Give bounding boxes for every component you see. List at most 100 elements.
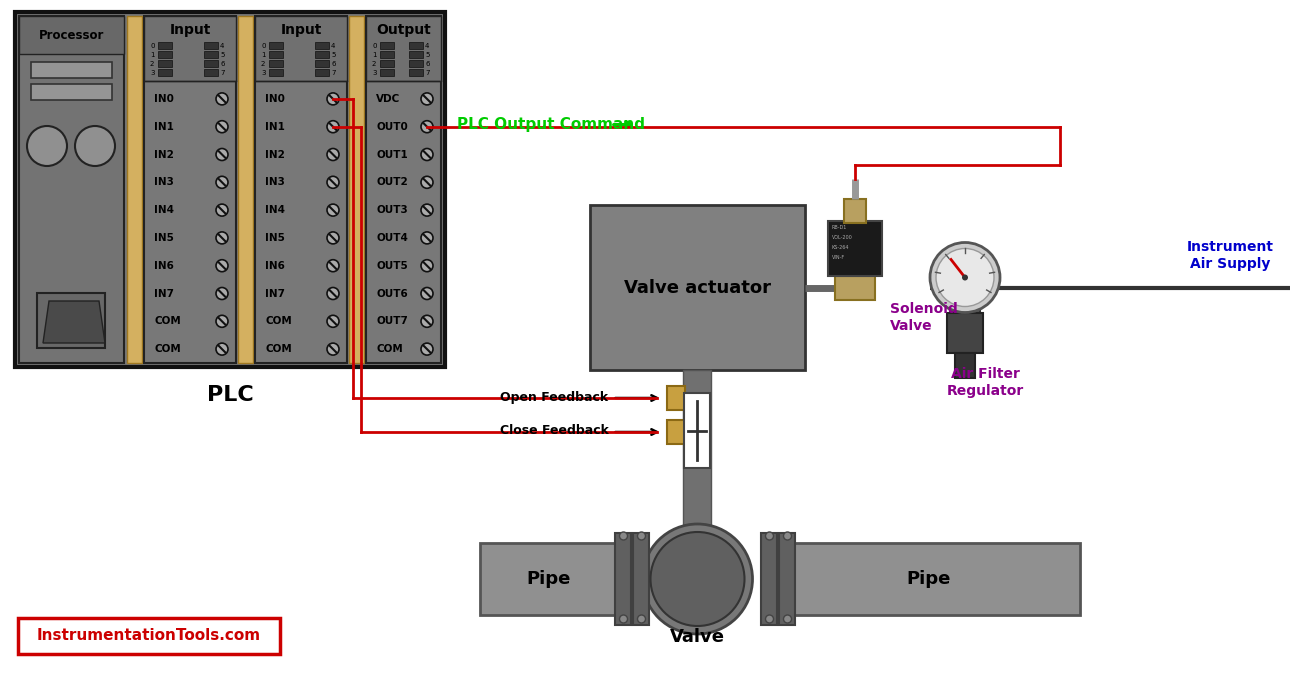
Text: PLC: PLC (206, 385, 253, 405)
Bar (380, 69, 394, 76)
Bar (127, 16, 142, 363)
Text: 7: 7 (221, 70, 224, 76)
Circle shape (328, 315, 339, 327)
Text: OUT6: OUT6 (376, 288, 407, 299)
Text: COM: COM (376, 344, 403, 354)
Text: Solenoid
Valve: Solenoid Valve (890, 303, 958, 332)
Text: 6: 6 (221, 61, 224, 67)
Circle shape (422, 176, 433, 189)
Circle shape (328, 120, 339, 133)
Text: OUT1: OUT1 (376, 149, 407, 160)
Bar (158, 60, 172, 67)
Text: 0: 0 (261, 43, 265, 49)
Circle shape (422, 288, 433, 299)
Text: IN3: IN3 (265, 178, 284, 187)
Text: IN0: IN0 (265, 94, 284, 104)
Text: VDC: VDC (376, 94, 401, 104)
Circle shape (766, 532, 774, 540)
Bar (408, 60, 423, 67)
Text: OUT7: OUT7 (376, 316, 408, 326)
Bar (590, 205, 805, 370)
Text: OUT0: OUT0 (376, 122, 407, 131)
Text: 5: 5 (425, 52, 429, 58)
Bar (827, 220, 882, 275)
Text: Input: Input (170, 23, 210, 37)
Circle shape (217, 288, 228, 299)
Text: IN4: IN4 (154, 205, 174, 215)
Bar (254, 16, 347, 81)
Polygon shape (43, 301, 104, 343)
Circle shape (422, 204, 433, 216)
Text: 4: 4 (331, 43, 335, 49)
Text: IN3: IN3 (154, 178, 174, 187)
Text: 4: 4 (221, 43, 224, 49)
Text: 4: 4 (425, 43, 429, 49)
Bar (204, 51, 218, 58)
Text: IN2: IN2 (265, 149, 284, 160)
Text: Instrument
Air Supply: Instrument Air Supply (1186, 240, 1274, 270)
Text: 1: 1 (261, 52, 265, 58)
Text: COM: COM (265, 344, 292, 354)
Text: 2: 2 (261, 61, 265, 67)
Bar (380, 51, 394, 58)
Circle shape (620, 615, 628, 623)
Circle shape (74, 126, 115, 166)
Bar (31, 84, 112, 100)
Text: 5: 5 (331, 52, 335, 58)
Bar (238, 16, 253, 363)
Bar (955, 352, 975, 378)
Circle shape (638, 532, 646, 540)
Bar (315, 51, 329, 58)
Text: IN6: IN6 (154, 261, 174, 270)
Text: 0: 0 (150, 43, 154, 49)
Bar (778, 543, 1081, 615)
Text: 3: 3 (150, 70, 154, 76)
Circle shape (217, 149, 228, 160)
Circle shape (620, 532, 628, 540)
Bar (480, 543, 617, 615)
Circle shape (328, 259, 339, 272)
Text: Processor: Processor (39, 28, 104, 41)
Bar (365, 16, 441, 363)
Bar (20, 16, 124, 363)
Circle shape (422, 259, 433, 272)
Circle shape (328, 149, 339, 160)
Bar (408, 69, 423, 76)
Text: VOL-200: VOL-200 (833, 235, 852, 239)
Text: 1: 1 (150, 52, 154, 58)
Text: RB-D1: RB-D1 (833, 224, 847, 230)
Circle shape (642, 524, 753, 634)
Text: COM: COM (154, 344, 181, 354)
Text: IN0: IN0 (154, 94, 174, 104)
Bar (158, 51, 172, 58)
Text: VIN-F: VIN-F (833, 255, 846, 259)
Circle shape (328, 232, 339, 244)
Text: 2: 2 (372, 61, 376, 67)
Text: Valve actuator: Valve actuator (624, 279, 771, 297)
Bar (315, 42, 329, 49)
Circle shape (422, 93, 433, 105)
Text: 3: 3 (261, 70, 265, 76)
Bar (144, 16, 236, 363)
Text: Open Feedback: Open Feedback (500, 391, 608, 403)
Bar (204, 42, 218, 49)
Text: IN6: IN6 (265, 261, 284, 270)
Circle shape (328, 204, 339, 216)
Circle shape (27, 126, 67, 166)
Text: IN1: IN1 (265, 122, 284, 131)
Bar (380, 60, 394, 67)
Text: 1: 1 (372, 52, 377, 58)
Bar (20, 16, 124, 54)
Circle shape (422, 343, 433, 355)
Text: COM: COM (154, 316, 181, 326)
Text: 7: 7 (331, 70, 335, 76)
Circle shape (328, 176, 339, 189)
Circle shape (217, 176, 228, 189)
Text: 2: 2 (150, 61, 154, 67)
Bar (158, 69, 172, 76)
Bar (37, 293, 104, 348)
Text: 6: 6 (331, 61, 335, 67)
Bar (380, 42, 394, 49)
Circle shape (328, 343, 339, 355)
Circle shape (217, 232, 228, 244)
